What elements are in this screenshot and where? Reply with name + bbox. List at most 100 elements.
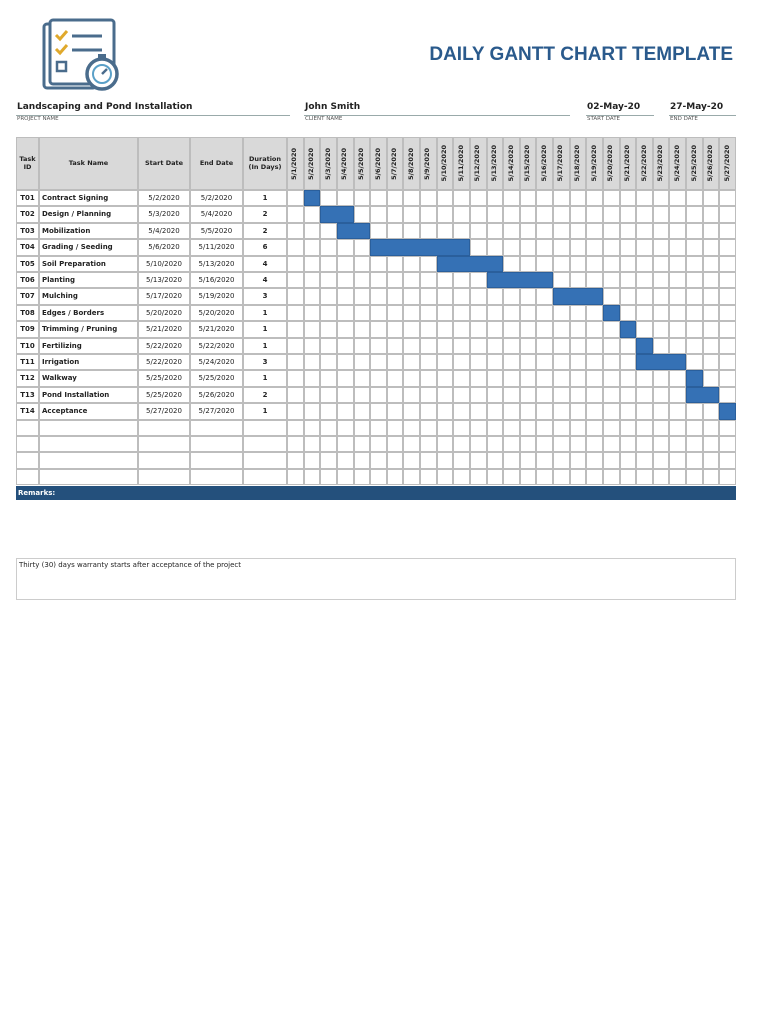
day-cell	[536, 206, 554, 223]
day-cell	[420, 272, 437, 289]
day-cell	[420, 403, 437, 420]
date-label: 5/16/2020	[539, 145, 548, 182]
remarks-text: Thirty (30) days warranty starts after a…	[16, 558, 736, 600]
day-cell	[287, 288, 304, 305]
task-id: T07	[16, 288, 39, 305]
task-name: Edges / Borders	[39, 304, 138, 322]
day-cell	[519, 222, 537, 240]
day-cell	[652, 403, 670, 420]
day-cell	[370, 304, 387, 322]
date-label: 5/22/2020	[639, 145, 648, 182]
day-cell	[602, 206, 620, 223]
day-cell	[503, 403, 520, 420]
day-cell	[486, 436, 504, 453]
day-cell	[553, 370, 570, 387]
task-start: 5/2/2020	[138, 190, 190, 207]
day-cell	[353, 370, 371, 387]
day-cell	[586, 304, 603, 322]
day-cell	[636, 436, 653, 453]
day-cell	[486, 419, 504, 436]
gantt-bar	[436, 255, 504, 272]
day-cell	[553, 354, 570, 371]
day-cell	[336, 452, 354, 469]
task-name: Contract Signing	[39, 190, 138, 207]
task-id: T13	[16, 386, 39, 404]
gantt-bar	[636, 337, 653, 354]
day-cell	[303, 222, 321, 240]
day-cell	[702, 436, 720, 453]
date-label: 5/12/2020	[473, 145, 482, 182]
day-cell	[336, 436, 354, 453]
day-cell	[353, 304, 371, 322]
day-cell	[702, 370, 720, 387]
day-cell	[553, 403, 570, 420]
date-label: 5/1/2020	[290, 147, 299, 180]
day-cell	[669, 403, 687, 420]
day-cell	[503, 255, 520, 272]
day-cell	[602, 419, 620, 436]
day-cell	[569, 272, 587, 289]
task-name: Acceptance	[39, 403, 138, 420]
task-end: 5/16/2020	[190, 272, 243, 289]
day-cell	[370, 337, 387, 354]
task-id: T05	[16, 255, 39, 272]
day-cell	[652, 304, 670, 322]
day-cell	[336, 370, 354, 387]
date-header: 5/20/2020	[602, 137, 620, 190]
day-cell	[669, 255, 687, 272]
task-start: 5/21/2020	[138, 321, 190, 338]
title: DAILY GANTT CHART TEMPLATE	[429, 44, 733, 65]
day-cell	[503, 288, 520, 305]
gantt-bar	[336, 222, 371, 240]
day-cell	[719, 304, 736, 322]
day-cell	[370, 190, 387, 207]
day-cell	[436, 419, 454, 436]
day-cell	[686, 239, 703, 256]
day-cell	[303, 403, 321, 420]
day-cell	[287, 468, 304, 486]
day-cell	[553, 239, 570, 256]
date-header: 5/26/2020	[702, 137, 720, 190]
date-label: 5/8/2020	[406, 147, 415, 180]
day-cell	[469, 436, 487, 453]
day-cell	[287, 452, 304, 469]
day-cell	[503, 239, 520, 256]
date-label: 5/15/2020	[523, 145, 532, 182]
day-cell	[353, 354, 371, 371]
day-cell	[536, 419, 554, 436]
day-cell	[586, 452, 603, 469]
day-cell	[569, 468, 587, 486]
day-cell	[320, 354, 337, 371]
day-cell	[486, 190, 504, 207]
day-cell	[686, 337, 703, 354]
day-cell	[686, 403, 703, 420]
day-cell	[287, 337, 304, 354]
day-cell	[536, 321, 554, 338]
date-label: 5/19/2020	[589, 145, 598, 182]
day-cell	[569, 239, 587, 256]
day-cell	[303, 436, 321, 453]
day-cell	[287, 321, 304, 338]
day-cell	[403, 255, 421, 272]
day-cell	[469, 468, 487, 486]
day-cell	[436, 222, 454, 240]
gantt-bar	[303, 190, 321, 207]
day-cell	[669, 222, 687, 240]
task-duration: 4	[243, 255, 287, 272]
task-start: 5/17/2020	[138, 288, 190, 305]
day-cell	[519, 354, 537, 371]
day-cell	[287, 354, 304, 371]
empty-cell	[138, 452, 190, 469]
task-end: 5/26/2020	[190, 386, 243, 404]
day-cell	[386, 255, 404, 272]
day-cell	[453, 452, 470, 469]
empty-cell	[190, 468, 243, 486]
task-id: T09	[16, 321, 39, 338]
day-cell	[287, 386, 304, 404]
day-cell	[686, 255, 703, 272]
date-header: 5/9/2020	[420, 137, 437, 190]
task-duration: 1	[243, 190, 287, 207]
day-cell	[636, 370, 653, 387]
client-name: John Smith	[305, 102, 361, 112]
date-label: 5/7/2020	[390, 147, 399, 180]
